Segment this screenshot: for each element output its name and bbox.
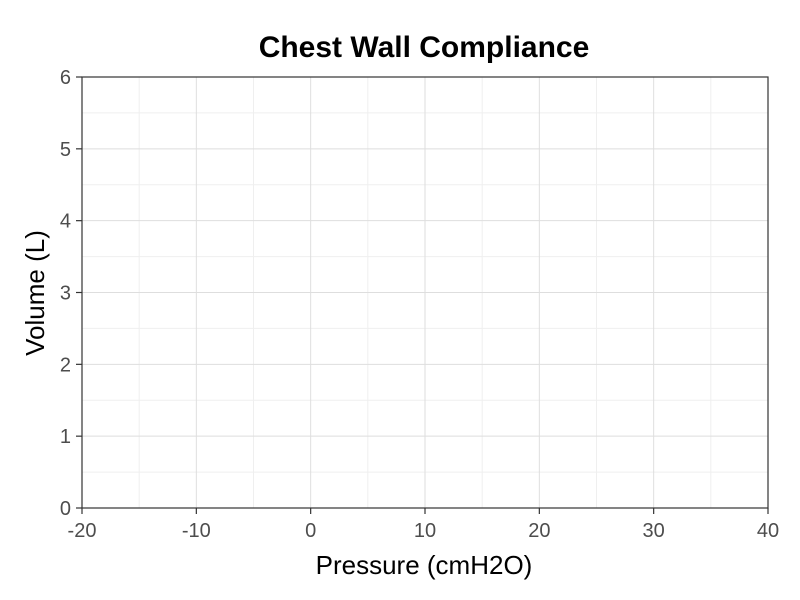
x-tick-label: -20	[68, 520, 97, 542]
y-tick-label: 6	[60, 67, 71, 89]
y-axis: 0 1 2 3 4 5 6	[60, 67, 82, 520]
chart-title: Chest Wall Compliance	[259, 31, 590, 64]
x-tick-label: 40	[757, 520, 779, 542]
x-axis-label: Pressure (cmH2O)	[316, 550, 533, 580]
x-tick-label: 20	[528, 520, 550, 542]
x-axis: -20 -10 0 10 20 30 40	[68, 508, 779, 542]
major-gridlines	[81, 76, 769, 509]
y-axis-label: Volume (L)	[20, 230, 50, 356]
x-tick-label: -10	[182, 520, 211, 542]
y-tick-label: 3	[60, 283, 71, 305]
x-tick-label: 30	[643, 520, 665, 542]
y-tick-label: 0	[60, 498, 71, 520]
x-tick-label: 10	[414, 520, 436, 542]
y-tick-label: 4	[60, 211, 71, 233]
y-tick-label: 1	[60, 426, 71, 448]
x-tick-label: 0	[305, 520, 316, 542]
y-tick-label: 5	[60, 139, 71, 161]
y-tick-label: 2	[60, 354, 71, 376]
